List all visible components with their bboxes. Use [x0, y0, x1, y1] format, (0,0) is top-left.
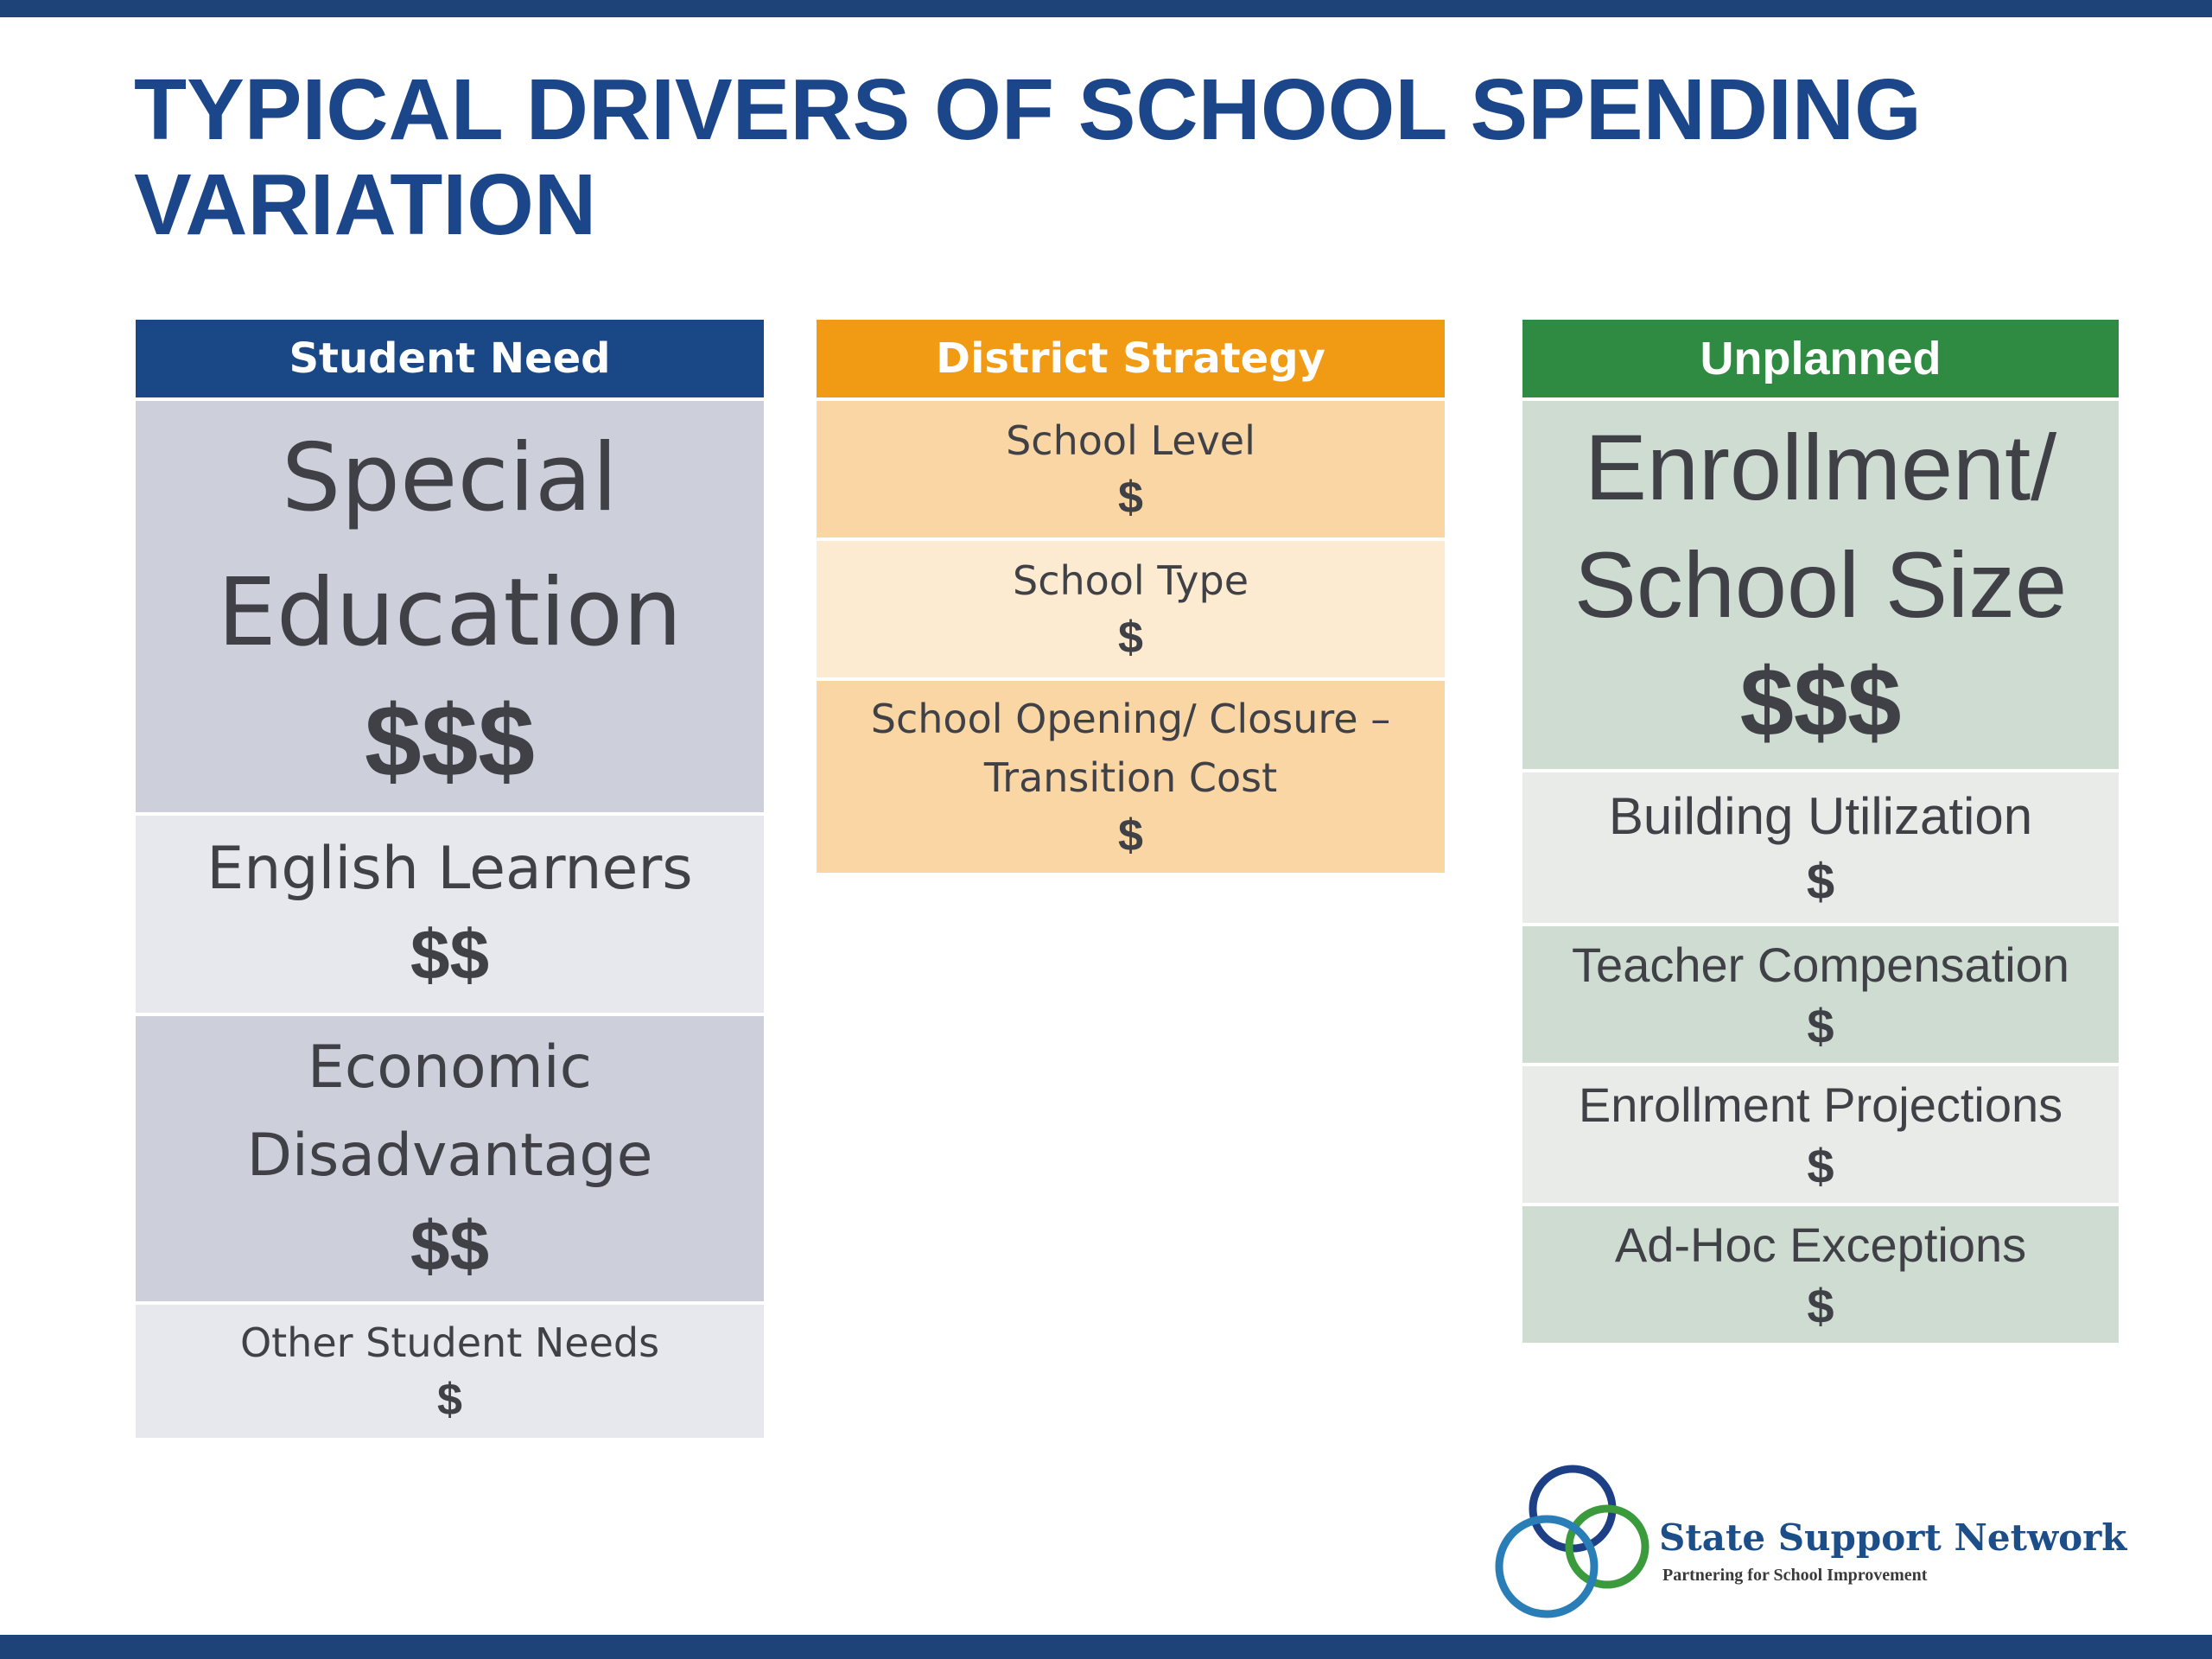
driver-label: Economic Disadvantage	[246, 1033, 653, 1190]
driver-label: Ad-Hoc Exceptions	[1614, 1217, 2027, 1272]
cost-indicator: $$	[410, 1207, 490, 1286]
column-header-unplanned: Unplanned	[1522, 320, 2119, 397]
driver-label: School Opening/ Closure – Transition Cos…	[870, 696, 1391, 801]
cost-indicator: $	[1807, 1139, 1834, 1193]
driver-school-opening-closure: School Opening/ Closure – Transition Cos…	[817, 677, 1445, 873]
driver-label: Enrollment Projections	[1578, 1077, 2063, 1132]
driver-enrollment-projections: Enrollment Projections $	[1522, 1063, 2119, 1203]
cost-indicator: $$	[410, 916, 490, 995]
column-header-district-strategy: District Strategy	[817, 320, 1445, 397]
bottom-bar	[0, 1635, 2212, 1659]
interlocking-rings-icon	[1495, 1465, 1649, 1618]
driver-label: English Learners	[207, 835, 693, 903]
driver-economic-disadvantage: Economic Disadvantage $$	[136, 1013, 764, 1301]
column-unplanned: Unplanned Enrollment/ School Size $$$ Bu…	[1522, 320, 2119, 1343]
column-header-student-need: Student Need	[136, 320, 764, 397]
driver-school-type: School Type $	[817, 537, 1445, 677]
cost-indicator: $	[1118, 613, 1143, 663]
cost-indicator: $	[1807, 999, 1834, 1053]
driver-enrollment-school-size: Enrollment/ School Size $$$	[1522, 397, 2119, 769]
driver-school-level: School Level $	[817, 397, 1445, 537]
driver-label: Special Education	[217, 424, 683, 667]
driver-ad-hoc-exceptions: Ad-Hoc Exceptions $	[1522, 1203, 2119, 1343]
driver-label: School Level	[1006, 417, 1255, 464]
driver-label: Building Utilization	[1608, 787, 2033, 845]
driver-label: School Type	[1013, 557, 1249, 604]
logo-tagline: Partnering for School Improvement	[1662, 1566, 1928, 1585]
state-support-network-logo: State Support Network Partnering for Sch…	[1484, 1460, 2127, 1624]
column-student-need: Student Need Special Education $$$ Engli…	[136, 320, 764, 1438]
driver-english-learners: English Learners $$	[136, 812, 764, 1013]
logo-name: State Support Network	[1659, 1516, 2127, 1559]
column-district-strategy: District Strategy School Level $ School …	[817, 320, 1445, 873]
cost-indicator: $	[437, 1375, 462, 1425]
cost-indicator: $	[1118, 810, 1143, 861]
driver-label: Other Student Needs	[239, 1319, 660, 1366]
cost-indicator: $	[1806, 854, 1835, 910]
slide-title: TYPICAL DRIVERS OF SCHOOL SPENDING VARIA…	[134, 61, 1922, 253]
driver-building-utilization: Building Utilization $	[1522, 769, 2119, 923]
driver-teacher-compensation: Teacher Compensation $	[1522, 923, 2119, 1063]
driver-other-student-needs: Other Student Needs $	[136, 1301, 764, 1438]
cost-indicator: $$$	[1739, 648, 1902, 756]
cost-indicator: $	[1118, 473, 1143, 523]
driver-special-education: Special Education $$$	[136, 397, 764, 812]
driver-label: Teacher Compensation	[1572, 938, 2069, 992]
cost-indicator: $$$	[365, 684, 535, 798]
top-bar	[0, 0, 2212, 17]
driver-label: Enrollment/ School Size	[1573, 415, 2068, 637]
cost-indicator: $	[1807, 1279, 1834, 1333]
